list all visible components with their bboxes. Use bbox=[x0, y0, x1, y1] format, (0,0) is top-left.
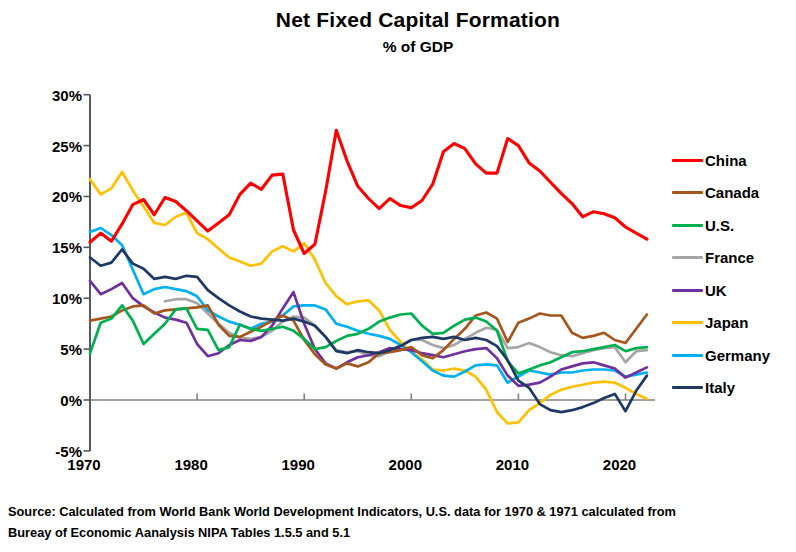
x-tick-label-2010: 2010 bbox=[496, 456, 529, 473]
legend-label: Germany bbox=[705, 347, 770, 364]
chart-page: Net Fixed Capital Formation % of GDP 30%… bbox=[0, 0, 796, 552]
line-china bbox=[90, 130, 647, 253]
y-tick-label-15: 15% bbox=[52, 239, 82, 256]
x-tick-label-1980: 1980 bbox=[174, 456, 207, 473]
legend-label: UK bbox=[705, 282, 727, 299]
legend-swatch-icon bbox=[672, 159, 703, 162]
line-canada bbox=[90, 305, 647, 368]
legend-item-us: U.S. bbox=[672, 209, 770, 242]
legend-item-uk: UK bbox=[672, 274, 770, 307]
legend-item-france: France bbox=[672, 242, 770, 275]
legend-item-italy: Italy bbox=[672, 372, 770, 405]
legend-swatch-icon bbox=[672, 354, 703, 357]
legend-swatch-icon bbox=[672, 321, 703, 324]
x-tick-label-1970: 1970 bbox=[67, 456, 100, 473]
x-tick-label-2020: 2020 bbox=[603, 456, 636, 473]
legend-swatch-icon bbox=[672, 289, 703, 292]
line-italy bbox=[90, 249, 647, 412]
y-tick-label-5: 5% bbox=[60, 341, 82, 358]
y-tick-label-10: 10% bbox=[52, 290, 82, 307]
y-tick-label-20: 20% bbox=[52, 188, 82, 205]
legend-swatch-icon bbox=[672, 191, 703, 194]
legend-label: Italy bbox=[705, 379, 735, 396]
legend-item-canada: Canada bbox=[672, 177, 770, 210]
legend-label: Japan bbox=[705, 314, 748, 331]
line-japan bbox=[90, 172, 647, 423]
legend-label: U.S. bbox=[705, 217, 734, 234]
legend-item-china: China bbox=[672, 144, 770, 177]
y-tick-label-25: 25% bbox=[52, 137, 82, 154]
legend-item-germany: Germany bbox=[672, 339, 770, 372]
legend-label: Canada bbox=[705, 184, 759, 201]
source-note-line1: Source: Calculated from World Bank World… bbox=[8, 504, 676, 519]
legend-swatch-icon bbox=[672, 256, 703, 259]
legend-swatch-icon bbox=[672, 224, 703, 227]
legend: China Canada U.S. France UK Japan Germany Italy bbox=[672, 144, 770, 404]
source-note-line2: Bureay of Economic Aanalysis NIPA Tables… bbox=[8, 525, 350, 540]
legend-label: China bbox=[705, 152, 747, 169]
legend-label: France bbox=[705, 249, 754, 266]
legend-swatch-icon bbox=[672, 386, 703, 389]
legend-item-japan: Japan bbox=[672, 307, 770, 340]
y-tick-label-30: 30% bbox=[52, 86, 82, 103]
x-tick-label-2000: 2000 bbox=[389, 456, 422, 473]
line-germany bbox=[90, 228, 647, 383]
y-tick-label-0: 0% bbox=[60, 392, 82, 409]
x-tick-label-1990: 1990 bbox=[282, 456, 315, 473]
